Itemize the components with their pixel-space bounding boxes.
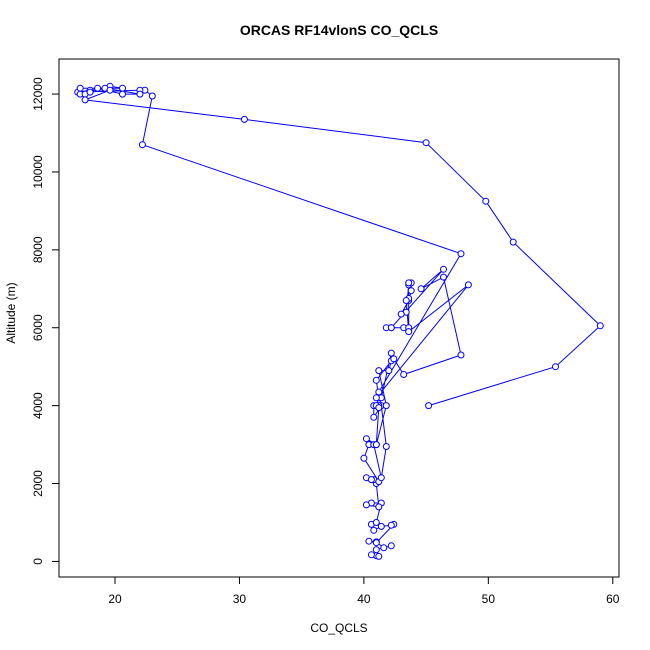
data-point [400, 371, 408, 378]
data-point [405, 328, 413, 336]
x-tick-label: 50 [482, 592, 496, 606]
data-point [402, 297, 410, 304]
data-point [375, 503, 383, 511]
data-point [86, 88, 94, 96]
chart-title: ORCAS RF14vlonS CO_QCLS [240, 22, 438, 38]
x-tick-label: 40 [357, 592, 371, 606]
data-point [440, 265, 447, 273]
data-point [390, 355, 398, 363]
data-point [370, 413, 378, 421]
data-point [387, 521, 395, 529]
x-tick-label: 60 [606, 592, 620, 606]
data-point [407, 287, 415, 295]
data-point [372, 539, 380, 547]
data-point [76, 84, 84, 92]
data-point [372, 546, 380, 554]
data-point [387, 349, 395, 357]
x-tick-label: 20 [108, 592, 122, 606]
data-point [375, 552, 383, 560]
data-point [106, 86, 114, 94]
data-point [372, 394, 380, 402]
series-layer [74, 82, 604, 560]
data-point [367, 476, 375, 484]
data-point [81, 96, 89, 104]
data-point [380, 544, 388, 552]
data-point [382, 402, 390, 410]
y-axis-label: Altitude (m) [4, 282, 18, 343]
data-point [375, 404, 383, 412]
x-axis: 20 30 40 50 60 [108, 576, 620, 606]
y-tick-label: 12000 [31, 77, 45, 111]
data-point [596, 322, 604, 330]
x-tick-label: 30 [233, 592, 247, 606]
data-point [385, 367, 393, 375]
data-point [375, 367, 383, 375]
data-point [425, 402, 433, 410]
data-point [482, 197, 490, 205]
data-point [365, 537, 373, 545]
data-point [360, 454, 368, 462]
y-tick-label: 4000 [31, 392, 45, 419]
y-tick-label: 6000 [31, 314, 45, 341]
data-point [372, 376, 380, 384]
y-tick-label: 0 [31, 558, 45, 565]
data-point [94, 84, 102, 92]
data-point [405, 279, 413, 287]
y-tick-label: 8000 [31, 236, 45, 263]
data-point [387, 542, 395, 550]
data-point [240, 115, 248, 123]
y-tick-label: 10000 [31, 155, 45, 189]
y-axis: 0 2000 4000 6000 8000 10000 12000 [31, 77, 60, 565]
data-point [148, 92, 156, 100]
data-point [362, 501, 370, 509]
data-point [387, 324, 395, 332]
data-point [119, 90, 126, 98]
data-point [422, 139, 430, 147]
data-point [372, 441, 380, 449]
data-point [509, 238, 517, 246]
data-point [367, 551, 375, 559]
data-point [377, 474, 385, 482]
data-point [372, 519, 380, 526]
data-point [457, 351, 465, 359]
data-point [370, 526, 378, 534]
data-point [136, 90, 144, 98]
data-point [375, 388, 383, 396]
data-point [119, 84, 126, 92]
data-point [377, 522, 385, 530]
data-point [362, 435, 370, 443]
data-point [440, 273, 447, 281]
data-point [464, 281, 472, 289]
y-tick-label: 2000 [31, 470, 45, 497]
data-point [457, 250, 465, 258]
data-point [382, 443, 390, 450]
data-point [552, 363, 559, 371]
data-point [417, 285, 425, 293]
data-point [138, 141, 146, 149]
x-axis-label: CO_QCLS [310, 621, 367, 635]
data-point [397, 310, 405, 318]
